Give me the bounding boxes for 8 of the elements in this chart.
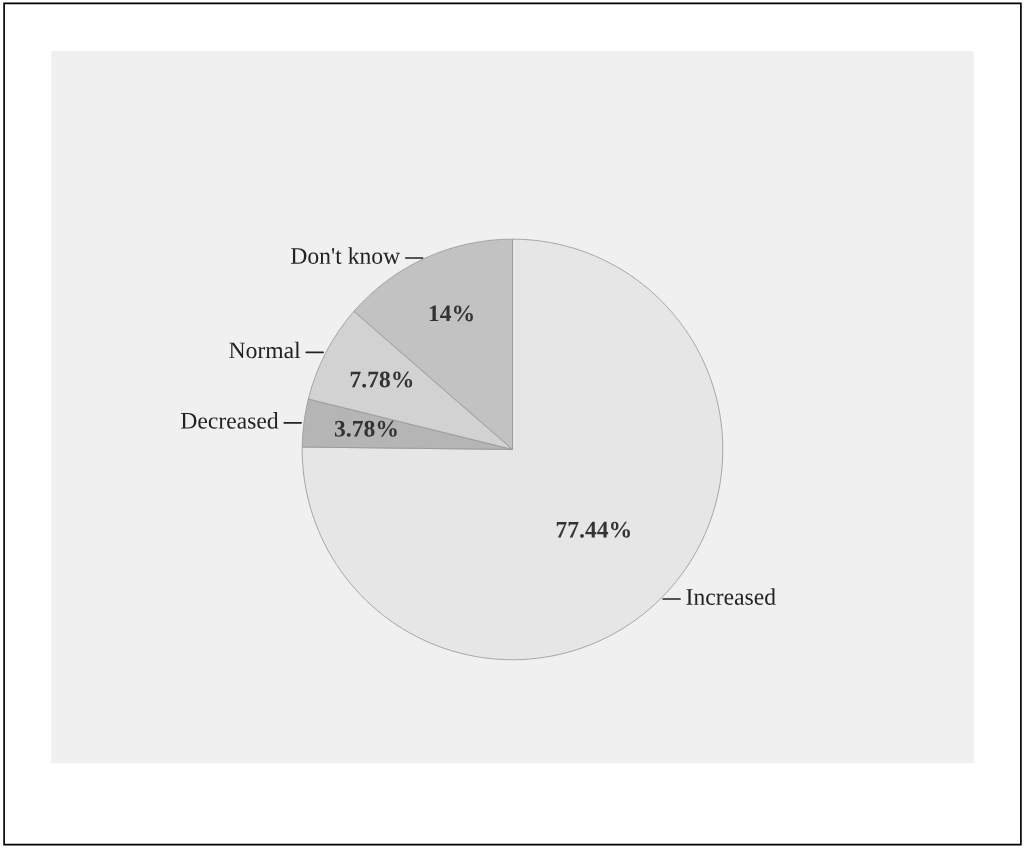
- data-label: 14%: [429, 305, 473, 322]
- data-label: 3.78%: [334, 420, 397, 437]
- data-label: 77.44%: [556, 521, 630, 538]
- slice-label: Normal: [229, 341, 301, 359]
- slice-label: Increased: [686, 588, 776, 605]
- data-label: 7.78%: [350, 371, 413, 388]
- slice-label: Don't know: [291, 247, 401, 264]
- slice-label: Decreased: [181, 412, 279, 429]
